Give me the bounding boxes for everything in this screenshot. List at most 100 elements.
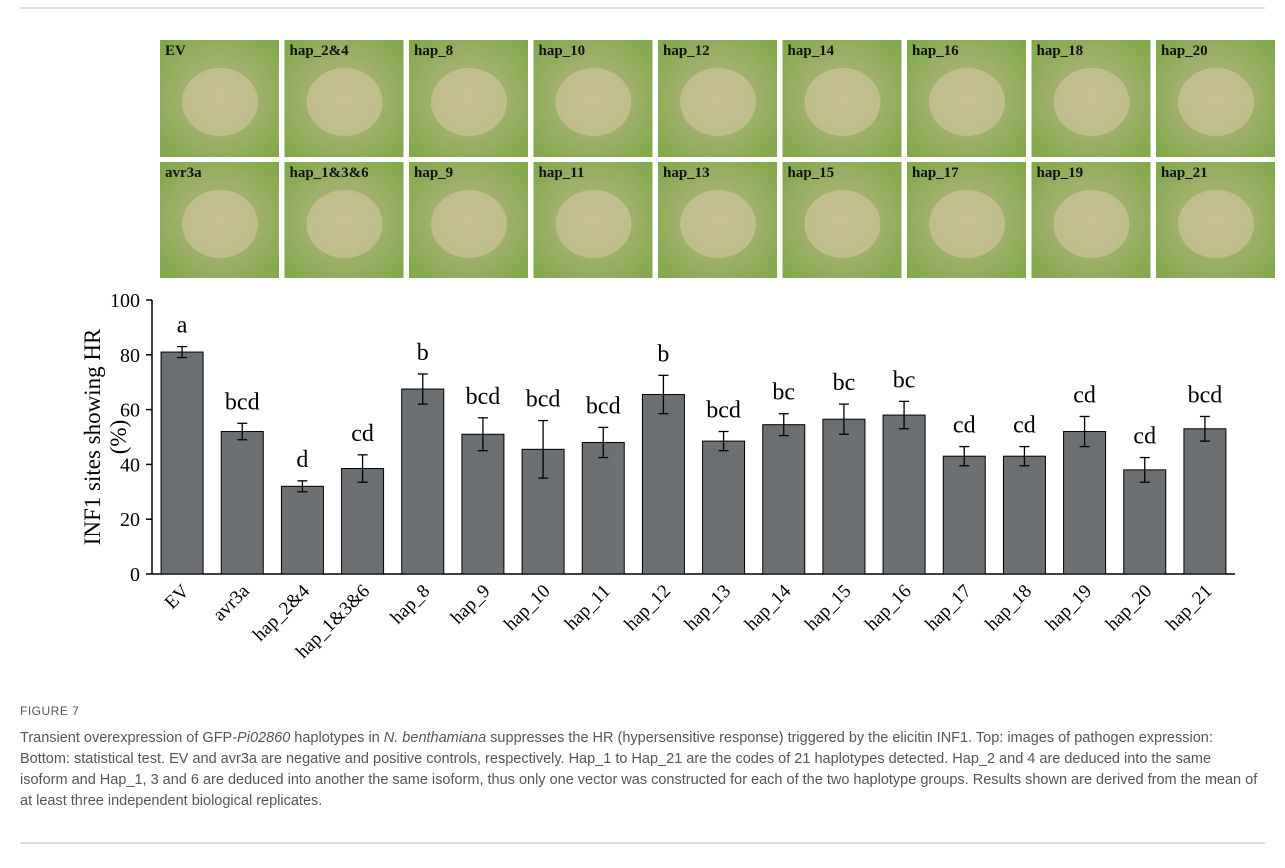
bar <box>1003 456 1045 574</box>
significance-letter: cd <box>953 413 976 439</box>
bar <box>161 352 203 574</box>
panel-label: hap_13 <box>663 165 710 181</box>
bar <box>883 415 925 574</box>
lesion <box>929 190 1005 258</box>
y-tick-label: 80 <box>120 345 140 367</box>
panel-label: hap_8 <box>414 43 453 59</box>
significance-letter: cd <box>1133 424 1156 450</box>
lesion <box>307 190 383 258</box>
lesion <box>1054 68 1130 136</box>
caption-text: Transient overexpression of GFP-Pi02860 … <box>20 728 1260 812</box>
bar <box>342 469 384 574</box>
bar <box>221 432 263 574</box>
y-tick-label: 40 <box>120 454 140 476</box>
panel-label: hap_19 <box>1037 165 1084 181</box>
y-axis-label-line: INF1 sites showing HR <box>80 328 105 545</box>
significance-letter: bc <box>772 380 795 406</box>
panel-label: hap_1&3&6 <box>290 165 370 181</box>
x-tick-label: hap_17 <box>921 581 975 635</box>
x-tick-label: hap_14 <box>741 580 796 635</box>
y-tick-label: 60 <box>120 400 140 422</box>
panel-label: hap_18 <box>1037 43 1084 59</box>
x-tick-label: hap_13 <box>681 581 735 635</box>
lesion <box>431 68 507 136</box>
x-tick-label: hap_21 <box>1162 581 1216 635</box>
significance-letter: bc <box>893 367 916 393</box>
y-axis-label-line: (%) <box>106 420 131 454</box>
lesion <box>182 190 258 258</box>
x-tick-label: hap_12 <box>621 581 675 635</box>
significance-letter: a <box>177 313 188 339</box>
lesion <box>556 68 632 136</box>
bar <box>582 442 624 574</box>
significance-letter: cd <box>1013 413 1036 439</box>
significance-letter: bcd <box>586 393 621 419</box>
x-tick-label: hap_19 <box>1042 581 1096 635</box>
panel-label: hap_20 <box>1161 43 1208 59</box>
bar <box>462 434 504 574</box>
panel-label: hap_14 <box>788 43 835 59</box>
caption-italic: Pi02860 <box>237 730 290 746</box>
lesion <box>556 190 632 258</box>
lesion <box>1178 190 1254 258</box>
panel-label: hap_17 <box>912 165 959 181</box>
y-tick-label: 20 <box>120 509 140 531</box>
panel-label: hap_15 <box>788 165 835 181</box>
significance-letter: bcd <box>466 384 501 410</box>
panel-label: hap_9 <box>414 165 453 181</box>
significance-letter: cd <box>351 421 374 447</box>
bar <box>703 441 745 574</box>
x-tick-label: hap_8 <box>387 581 435 629</box>
panel-label: hap_16 <box>912 43 959 59</box>
caption: FIGURE 7 Transient overexpression of GFP… <box>20 704 1260 812</box>
lesion <box>1054 190 1130 258</box>
significance-letter: bcd <box>225 389 260 415</box>
significance-letter: bcd <box>1188 382 1223 408</box>
significance-letter: b <box>657 341 669 367</box>
x-tick-label: hap_9 <box>447 581 495 629</box>
x-tick-label: EV <box>161 580 194 613</box>
significance-letter: bcd <box>526 387 561 413</box>
caption-italic: N. benthamiana <box>384 730 486 746</box>
significance-letter: bcd <box>706 398 741 424</box>
significance-letter: d <box>296 447 308 473</box>
bar <box>1064 432 1106 574</box>
bar <box>1184 429 1226 574</box>
x-tick-label: hap_16 <box>861 581 915 635</box>
lesion <box>929 68 1005 136</box>
lesion <box>680 190 756 258</box>
panel-label: avr3a <box>165 165 202 181</box>
caption-run: haplotypes in <box>290 730 384 746</box>
x-tick-label: hap_15 <box>801 581 855 635</box>
x-tick-label: avr3a <box>209 580 254 625</box>
lesion <box>431 190 507 258</box>
lesion <box>680 68 756 136</box>
panel-label: hap_12 <box>663 43 710 59</box>
bar <box>642 395 684 574</box>
x-tick-label: hap_18 <box>982 581 1036 635</box>
bar <box>943 456 985 574</box>
panel-label: hap_11 <box>539 165 585 181</box>
caption-run: Transient overexpression of GFP- <box>20 730 237 746</box>
panel-label: hap_10 <box>539 43 586 59</box>
lesion <box>182 68 258 136</box>
significance-letter: b <box>417 340 429 366</box>
lesion <box>805 68 881 136</box>
y-tick-label: 0 <box>130 564 140 586</box>
bar <box>402 389 444 574</box>
page: EVhap_2&4hap_8hap_10hap_12hap_14hap_16ha… <box>0 0 1285 868</box>
panel-label: EV <box>165 43 186 59</box>
lesion <box>1178 68 1254 136</box>
significance-letter: bc <box>833 370 856 396</box>
bar <box>281 486 323 574</box>
significance-letter: cd <box>1073 382 1096 408</box>
x-tick-label: hap_10 <box>500 581 554 635</box>
x-tick-label: hap_11 <box>561 581 615 635</box>
lesion <box>805 190 881 258</box>
caption-label: FIGURE 7 <box>20 704 1260 718</box>
bar <box>1124 470 1166 574</box>
bar <box>763 425 805 574</box>
panel-label: hap_2&4 <box>290 43 350 59</box>
x-tick-label: hap_20 <box>1102 581 1156 635</box>
bar <box>823 419 865 574</box>
